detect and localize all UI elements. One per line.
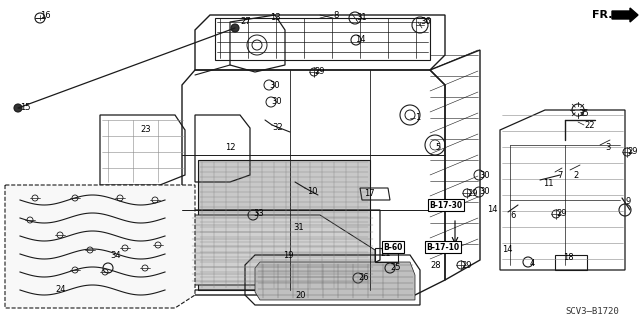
Text: SCV3–B1720: SCV3–B1720 bbox=[565, 307, 619, 315]
Text: 29: 29 bbox=[461, 261, 472, 270]
Text: 29: 29 bbox=[627, 147, 637, 157]
Text: 29: 29 bbox=[556, 210, 566, 219]
Text: 19: 19 bbox=[283, 250, 294, 259]
Text: 31: 31 bbox=[356, 13, 367, 23]
Polygon shape bbox=[5, 185, 195, 308]
Text: 29: 29 bbox=[467, 189, 477, 197]
Text: 18: 18 bbox=[563, 254, 573, 263]
Text: 14: 14 bbox=[487, 205, 497, 214]
Text: 1: 1 bbox=[415, 114, 420, 122]
Text: 11: 11 bbox=[543, 179, 554, 188]
Polygon shape bbox=[255, 262, 415, 300]
Text: 14: 14 bbox=[355, 35, 365, 44]
Text: B-17-30: B-17-30 bbox=[429, 201, 463, 210]
Text: 12: 12 bbox=[225, 144, 236, 152]
Text: B-17-10: B-17-10 bbox=[426, 242, 460, 251]
Text: 5: 5 bbox=[435, 144, 440, 152]
Text: 31: 31 bbox=[293, 224, 303, 233]
Text: 15: 15 bbox=[20, 103, 31, 113]
Text: 34: 34 bbox=[110, 250, 120, 259]
Text: 30: 30 bbox=[269, 80, 280, 90]
Text: 3: 3 bbox=[605, 144, 611, 152]
Text: 20: 20 bbox=[295, 291, 305, 300]
Text: 36: 36 bbox=[420, 18, 431, 26]
Circle shape bbox=[231, 24, 239, 32]
Text: 30: 30 bbox=[271, 98, 282, 107]
Text: 35: 35 bbox=[578, 108, 589, 117]
Text: 7: 7 bbox=[557, 170, 563, 180]
Text: FR.: FR. bbox=[592, 10, 612, 20]
Text: 33: 33 bbox=[253, 209, 264, 218]
Text: 27: 27 bbox=[240, 18, 251, 26]
Text: 4: 4 bbox=[530, 258, 535, 268]
Text: 6: 6 bbox=[510, 211, 515, 219]
Text: 21: 21 bbox=[380, 249, 390, 257]
Text: 14: 14 bbox=[502, 246, 513, 255]
Circle shape bbox=[14, 104, 22, 112]
Text: 10: 10 bbox=[307, 188, 317, 197]
Text: 13: 13 bbox=[270, 13, 280, 23]
Text: B-60: B-60 bbox=[383, 242, 403, 251]
Text: 30: 30 bbox=[479, 170, 490, 180]
Polygon shape bbox=[198, 160, 370, 290]
Text: 16: 16 bbox=[40, 11, 51, 19]
Text: 22: 22 bbox=[584, 121, 595, 130]
Text: 26: 26 bbox=[358, 273, 369, 283]
Bar bbox=[215, 18, 430, 60]
Text: 25: 25 bbox=[390, 263, 401, 272]
Bar bbox=[555, 255, 587, 270]
Text: 28: 28 bbox=[430, 261, 440, 270]
Polygon shape bbox=[190, 215, 375, 285]
Text: 2: 2 bbox=[573, 170, 579, 180]
Text: 9: 9 bbox=[625, 197, 630, 206]
Text: 8: 8 bbox=[333, 11, 339, 19]
Text: 17: 17 bbox=[364, 189, 374, 197]
FancyArrow shape bbox=[612, 8, 638, 22]
Text: 23: 23 bbox=[140, 125, 150, 135]
Text: 29: 29 bbox=[314, 68, 324, 77]
Text: 30: 30 bbox=[479, 188, 490, 197]
Text: 24: 24 bbox=[55, 286, 65, 294]
Text: 32: 32 bbox=[272, 123, 283, 132]
